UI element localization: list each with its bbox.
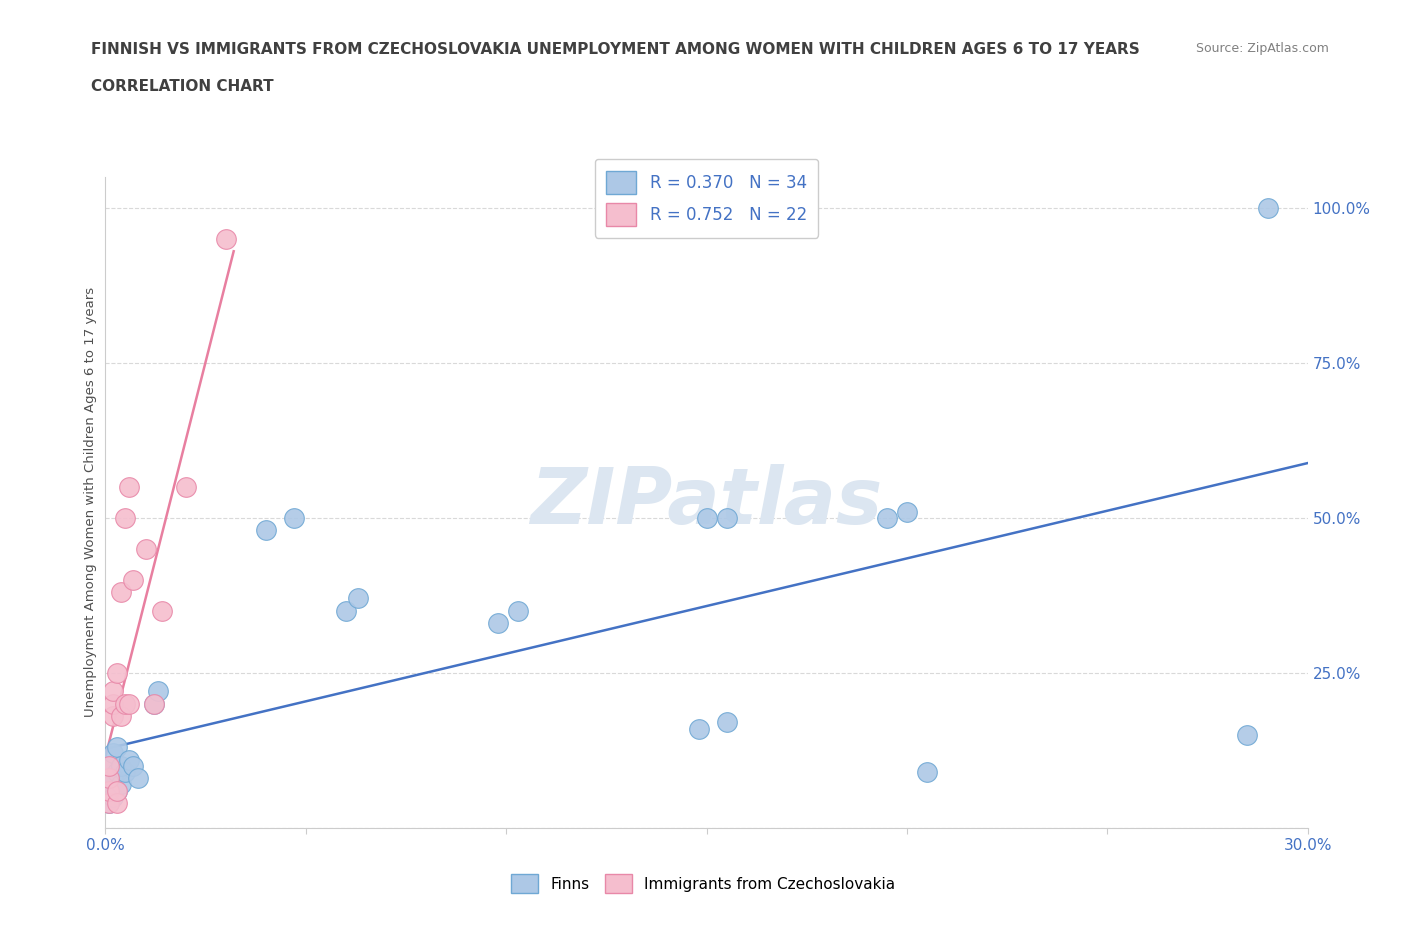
Point: [1257, 200, 1279, 215]
Text: CORRELATION CHART: CORRELATION CHART: [91, 79, 274, 94]
Point: [98, 795, 121, 810]
Point: [103, 771, 125, 786]
Point: [127, 771, 149, 786]
Point: [122, 572, 145, 587]
Point: [335, 604, 357, 618]
Point: [283, 511, 305, 525]
Legend: R = 0.370   N = 34, R = 0.752   N = 22: R = 0.370 N = 34, R = 0.752 N = 22: [595, 159, 818, 238]
Point: [103, 709, 125, 724]
Point: [135, 541, 157, 556]
Point: [915, 764, 938, 779]
Point: [98, 758, 121, 773]
Point: [98, 777, 121, 791]
Point: [107, 795, 129, 810]
Text: FINNISH VS IMMIGRANTS FROM CZECHOSLOVAKIA UNEMPLOYMENT AMONG WOMEN WITH CHILDREN: FINNISH VS IMMIGRANTS FROM CZECHOSLOVAKI…: [91, 42, 1140, 57]
Point: [347, 591, 370, 605]
Text: Source: ZipAtlas.com: Source: ZipAtlas.com: [1195, 42, 1329, 55]
Point: [696, 511, 718, 525]
Point: [174, 479, 197, 494]
Point: [896, 504, 918, 519]
Point: [110, 777, 132, 791]
Point: [98, 795, 121, 810]
Point: [110, 758, 132, 773]
Point: [107, 764, 129, 779]
Point: [110, 585, 132, 600]
Point: [107, 783, 129, 798]
Point: [114, 764, 136, 779]
Point: [146, 684, 169, 698]
Point: [103, 697, 125, 711]
Point: [214, 232, 236, 246]
Point: [122, 758, 145, 773]
Point: [150, 604, 173, 618]
Legend: Finns, Immigrants from Czechoslovakia: Finns, Immigrants from Czechoslovakia: [505, 869, 901, 899]
Point: [876, 511, 898, 525]
Point: [254, 523, 277, 538]
Point: [142, 697, 165, 711]
Point: [107, 665, 129, 680]
Point: [110, 709, 132, 724]
Point: [98, 771, 121, 786]
Point: [114, 697, 136, 711]
Point: [486, 616, 509, 631]
Point: [98, 783, 121, 798]
Point: [508, 604, 530, 618]
Point: [103, 684, 125, 698]
Point: [118, 697, 141, 711]
Point: [98, 771, 121, 786]
Text: ZIPatlas: ZIPatlas: [530, 464, 883, 540]
Point: [716, 511, 738, 525]
Point: [107, 783, 129, 798]
Point: [98, 783, 121, 798]
Point: [142, 697, 165, 711]
Point: [114, 511, 136, 525]
Y-axis label: Unemployment Among Women with Children Ages 6 to 17 years: Unemployment Among Women with Children A…: [84, 287, 97, 717]
Point: [688, 721, 710, 736]
Point: [103, 790, 125, 804]
Point: [107, 739, 129, 754]
Point: [98, 758, 121, 773]
Point: [716, 715, 738, 730]
Point: [103, 746, 125, 761]
Point: [1236, 727, 1258, 742]
Point: [118, 479, 141, 494]
Point: [118, 752, 141, 767]
